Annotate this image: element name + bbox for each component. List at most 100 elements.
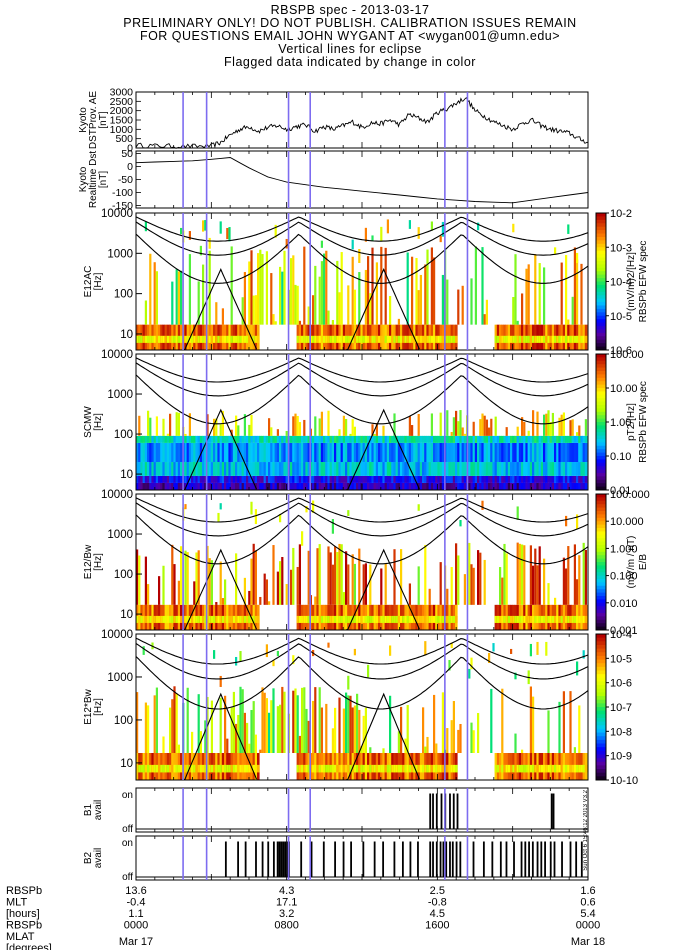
e12bw-cell bbox=[217, 512, 220, 522]
scmw-cell bbox=[147, 482, 150, 490]
scmw-cell bbox=[463, 433, 466, 436]
scmw-cell bbox=[219, 442, 223, 463]
dst-ytick-label: -50 bbox=[118, 174, 133, 186]
scmw-cell bbox=[468, 482, 471, 490]
e12ac-cell bbox=[325, 335, 328, 343]
scmw-cell bbox=[279, 462, 282, 476]
scmw-cell bbox=[459, 410, 462, 436]
scmw-cell bbox=[573, 435, 577, 443]
scmw-cell bbox=[499, 482, 502, 490]
scmw-cell bbox=[505, 427, 508, 436]
scmw-cell bbox=[547, 435, 550, 443]
scmw-cell bbox=[239, 462, 242, 476]
scmw-cell bbox=[334, 482, 337, 490]
scmw-cell bbox=[155, 416, 158, 436]
e12bw-cell bbox=[472, 567, 475, 605]
e12sq-cell bbox=[510, 648, 513, 654]
scmw-cell bbox=[263, 442, 267, 463]
scmw-cell bbox=[208, 435, 212, 443]
scmw-cell bbox=[455, 435, 458, 443]
e12ac-cell bbox=[358, 335, 361, 343]
e12bw-cell bbox=[446, 588, 449, 605]
scmw-cell bbox=[228, 475, 231, 483]
e12ac-cell bbox=[461, 285, 464, 325]
e12sq-colorbar-cell bbox=[596, 761, 606, 766]
e12ac-cell bbox=[534, 335, 537, 343]
e12sq-cell bbox=[380, 764, 383, 773]
e12bw-cell bbox=[501, 577, 504, 605]
e12sq-cell bbox=[536, 641, 539, 655]
scmw-cell bbox=[147, 442, 150, 463]
scmw-cell bbox=[296, 442, 300, 463]
e12sq-colorbar-cell bbox=[596, 641, 606, 646]
e12ac-colorbar-cell bbox=[596, 319, 606, 324]
e12bw-cell bbox=[543, 558, 546, 605]
scmw-cell bbox=[400, 435, 403, 443]
e12ac-cell bbox=[382, 335, 385, 343]
scmw-cell bbox=[386, 442, 390, 463]
e12bw-colorbar-cell bbox=[596, 562, 606, 566]
scmw-cell bbox=[540, 442, 544, 463]
scmw-cell bbox=[437, 435, 440, 443]
scmw-cell bbox=[567, 462, 570, 476]
e12bw-cell bbox=[562, 557, 565, 605]
scmw-cell bbox=[138, 462, 141, 476]
scmw-cell bbox=[578, 482, 581, 490]
e12bw-cell bbox=[554, 597, 557, 605]
scmw-cell bbox=[375, 442, 379, 463]
e12ac-cell bbox=[448, 335, 451, 343]
e12bw-cell bbox=[448, 615, 451, 623]
scmw-colorbar-cell bbox=[596, 442, 606, 447]
scmw-cell bbox=[503, 462, 506, 476]
ephemeris-value: 17.1 bbox=[276, 897, 297, 909]
e12sq-cell bbox=[358, 764, 361, 773]
scmw-cell bbox=[549, 475, 553, 483]
scmw-cell bbox=[307, 462, 311, 476]
scmw-cell bbox=[314, 482, 317, 490]
e12bw-cell bbox=[433, 615, 436, 623]
e12sq-colorbar-cell bbox=[596, 659, 606, 664]
e12ac-colorbar-cell bbox=[596, 281, 606, 286]
e12ac-cell bbox=[375, 335, 379, 343]
scmw-colorbar-label: 0.10 bbox=[610, 451, 631, 463]
e12sq-cell bbox=[369, 747, 372, 753]
scmw-colorbar-cell bbox=[596, 456, 606, 460]
e12ac-cell bbox=[243, 271, 246, 325]
e12bw-cell bbox=[455, 615, 458, 623]
e12sq-cell bbox=[193, 764, 196, 773]
e12bw-cell bbox=[149, 615, 152, 623]
e12sq-cell bbox=[408, 764, 412, 773]
e12bw-cell bbox=[362, 615, 366, 623]
scmw-cell bbox=[415, 435, 418, 443]
scmw-cell bbox=[545, 482, 548, 490]
e12bw-cell bbox=[296, 566, 299, 605]
e12bw-cell bbox=[195, 552, 198, 605]
scmw-cell bbox=[208, 482, 212, 490]
scmw-cell bbox=[505, 475, 509, 483]
e12ac-colorbar-label: 10-4 bbox=[610, 277, 632, 289]
scmw-cell bbox=[527, 435, 531, 443]
e12sq-cell bbox=[204, 764, 207, 773]
e12ac-cell bbox=[208, 335, 212, 343]
e12sq-cell bbox=[556, 764, 559, 773]
e12ac-cell bbox=[336, 335, 339, 343]
scmw-cell bbox=[342, 442, 346, 463]
scmw-cell bbox=[228, 462, 231, 476]
e12sq-cell bbox=[171, 699, 174, 753]
e12sq-cell bbox=[272, 688, 275, 753]
ephemeris-row-label: RBSPb bbox=[6, 885, 42, 897]
scmw-cell bbox=[197, 435, 201, 443]
scmw-cell bbox=[204, 475, 207, 483]
scmw-cell bbox=[494, 475, 498, 483]
e12sq-cell bbox=[573, 747, 576, 753]
e12bw-cell bbox=[580, 615, 583, 623]
scmw-cell bbox=[411, 442, 414, 463]
scmw-cell bbox=[140, 442, 143, 463]
scmw-cell bbox=[391, 442, 394, 463]
scmw-colorbar-cell bbox=[596, 364, 606, 369]
scmw-colorbar-cell bbox=[596, 483, 606, 488]
scmw-cell bbox=[206, 442, 209, 463]
scmw-cell bbox=[384, 442, 388, 463]
scmw-cell bbox=[521, 475, 524, 483]
e12sq-cell bbox=[386, 764, 390, 773]
